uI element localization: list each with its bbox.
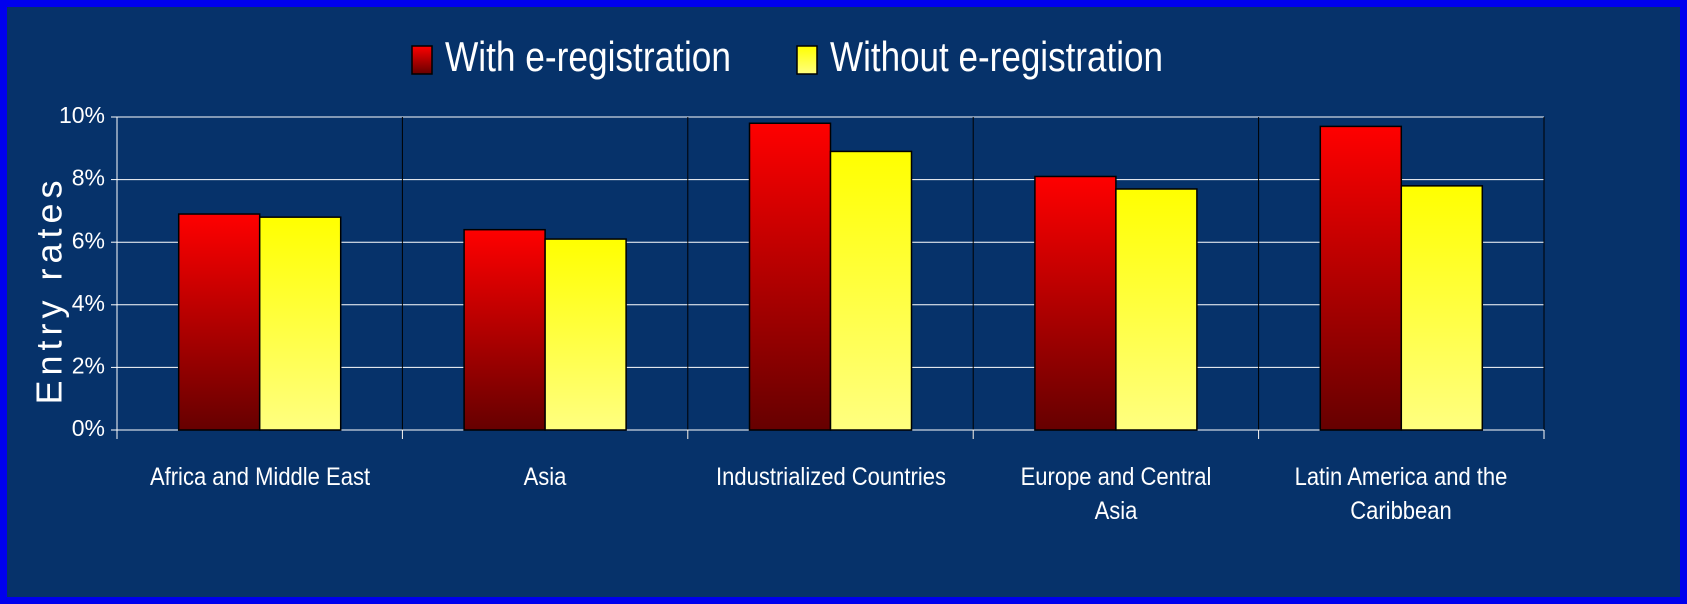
y-tick-label: 8% [72,165,105,191]
y-tick-label: 10% [59,102,105,128]
bar [829,150,913,431]
bar [463,228,546,431]
y-tick-label: 6% [72,227,105,253]
bar [1115,188,1198,431]
bar [544,238,627,431]
x-tick-label: Europe and Central Asia [1020,463,1212,525]
bar [258,216,342,431]
x-tick-label: Latin America and the Caribbean [1294,463,1508,525]
y-tick-label: 2% [72,352,105,378]
bar [1319,125,1403,431]
legend-label: With e-registration [445,33,731,80]
bar [177,213,261,431]
legend-swatch [796,45,818,75]
legend-swatch [411,45,433,75]
bar [1034,175,1117,431]
x-tick-label: Industrialized Countries [715,463,946,491]
bar [1400,185,1484,431]
y-tick-label: 0% [72,415,105,441]
bar [748,122,832,431]
x-tick-label: Asia [523,463,567,491]
y-axis-label: Entry rates [29,175,70,404]
x-tick-label: Africa and Middle East [149,463,370,491]
legend-label: Without e-registration [830,33,1163,80]
y-tick-label: 4% [72,290,105,316]
